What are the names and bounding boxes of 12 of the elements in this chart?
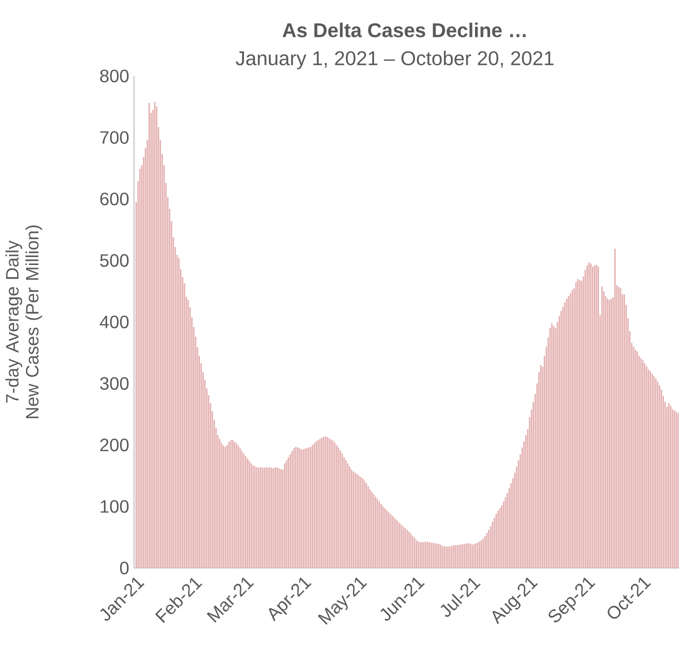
y-tick-label: 400 <box>100 316 129 328</box>
y-tick-label: 0 <box>120 562 129 574</box>
y-tick-label: 700 <box>100 131 129 144</box>
chart-title: As Delta Cases Decline … <box>282 22 526 38</box>
y-tick-label: 200 <box>100 438 129 452</box>
y-tick-label: 500 <box>100 254 129 267</box>
y-tick-label: 300 <box>100 377 129 390</box>
y-tick-label: 100 <box>100 500 129 513</box>
y-axis-title: 7-day Average Daily New Cases (Per Million) <box>5 226 42 418</box>
y-tick-label: 800 <box>100 70 129 82</box>
chart-subtitle: January 1, 2021 – October 20, 2021 <box>236 50 554 70</box>
y-tick-label: 600 <box>100 192 129 206</box>
